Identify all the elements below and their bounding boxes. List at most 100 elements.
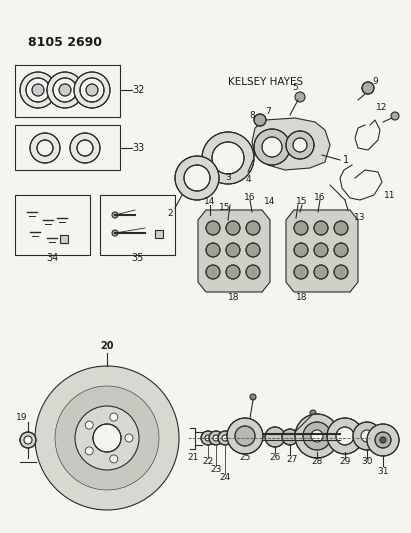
Circle shape xyxy=(314,265,328,279)
Text: 18: 18 xyxy=(296,294,308,303)
Circle shape xyxy=(70,133,100,163)
Circle shape xyxy=(110,455,118,463)
Text: 11: 11 xyxy=(384,190,396,199)
Text: 18: 18 xyxy=(228,294,240,303)
Circle shape xyxy=(295,92,305,102)
Circle shape xyxy=(35,366,179,510)
Circle shape xyxy=(30,133,60,163)
Text: 32: 32 xyxy=(132,85,144,95)
Circle shape xyxy=(205,435,211,441)
Circle shape xyxy=(55,386,159,490)
Text: 7: 7 xyxy=(265,108,271,117)
Text: 19: 19 xyxy=(16,414,28,423)
Circle shape xyxy=(367,424,399,456)
Bar xyxy=(15,195,90,255)
Circle shape xyxy=(334,265,348,279)
Circle shape xyxy=(47,72,83,108)
Circle shape xyxy=(235,426,255,446)
Text: 8105 2690: 8105 2690 xyxy=(28,36,102,49)
Circle shape xyxy=(184,165,210,191)
Circle shape xyxy=(334,243,348,257)
Text: 25: 25 xyxy=(239,454,251,463)
Circle shape xyxy=(206,243,220,257)
Text: 1: 1 xyxy=(343,155,349,165)
Text: 31: 31 xyxy=(377,467,389,477)
Circle shape xyxy=(59,84,71,96)
Text: KELSEY HAYES: KELSEY HAYES xyxy=(228,77,303,87)
Polygon shape xyxy=(198,210,270,292)
Circle shape xyxy=(85,421,93,429)
Circle shape xyxy=(334,221,348,235)
Circle shape xyxy=(293,138,307,152)
Circle shape xyxy=(226,221,240,235)
Circle shape xyxy=(212,142,244,174)
Circle shape xyxy=(262,137,282,157)
Circle shape xyxy=(353,422,381,450)
Bar xyxy=(15,125,120,170)
Circle shape xyxy=(361,430,373,442)
Circle shape xyxy=(286,131,314,159)
Circle shape xyxy=(93,424,121,452)
Circle shape xyxy=(20,432,36,448)
Circle shape xyxy=(37,140,53,156)
Text: 16: 16 xyxy=(314,192,326,201)
Text: 22: 22 xyxy=(202,457,214,466)
Text: 35: 35 xyxy=(131,253,143,263)
Circle shape xyxy=(112,212,118,218)
Polygon shape xyxy=(286,210,358,292)
Circle shape xyxy=(282,429,298,445)
Circle shape xyxy=(86,84,98,96)
Text: 24: 24 xyxy=(219,473,231,482)
Bar xyxy=(15,65,120,117)
Circle shape xyxy=(294,221,308,235)
Text: 15: 15 xyxy=(296,198,308,206)
Circle shape xyxy=(213,435,219,441)
Circle shape xyxy=(227,418,263,454)
Text: 14: 14 xyxy=(204,198,216,206)
Circle shape xyxy=(77,140,93,156)
Circle shape xyxy=(311,430,323,442)
Circle shape xyxy=(254,114,266,126)
Text: 23: 23 xyxy=(210,465,222,474)
Circle shape xyxy=(265,427,285,447)
Circle shape xyxy=(32,84,44,96)
Circle shape xyxy=(202,132,254,184)
Circle shape xyxy=(314,243,328,257)
Circle shape xyxy=(250,394,256,400)
Circle shape xyxy=(20,72,56,108)
Bar xyxy=(155,230,163,238)
Circle shape xyxy=(75,406,139,470)
Circle shape xyxy=(327,418,363,454)
Text: 33: 33 xyxy=(132,143,144,153)
Circle shape xyxy=(175,156,219,200)
Circle shape xyxy=(246,221,260,235)
Circle shape xyxy=(380,437,386,443)
Circle shape xyxy=(246,265,260,279)
Circle shape xyxy=(314,221,328,235)
Circle shape xyxy=(226,243,240,257)
Text: 2: 2 xyxy=(167,209,173,219)
Circle shape xyxy=(125,434,133,442)
Text: 9: 9 xyxy=(372,77,378,86)
Circle shape xyxy=(53,78,77,102)
Circle shape xyxy=(80,78,104,102)
Text: 15: 15 xyxy=(219,204,231,213)
Text: 20: 20 xyxy=(100,341,114,351)
Text: 16: 16 xyxy=(244,192,256,201)
Circle shape xyxy=(206,265,220,279)
Circle shape xyxy=(294,265,308,279)
Text: 26: 26 xyxy=(269,454,281,463)
Text: 4: 4 xyxy=(245,175,251,184)
Circle shape xyxy=(112,230,118,236)
Circle shape xyxy=(74,72,110,108)
Bar xyxy=(60,235,68,243)
Circle shape xyxy=(254,129,290,165)
Circle shape xyxy=(226,265,240,279)
Circle shape xyxy=(24,436,32,444)
Text: 12: 12 xyxy=(376,103,388,112)
Circle shape xyxy=(391,112,399,120)
Circle shape xyxy=(218,431,232,445)
Circle shape xyxy=(209,431,223,445)
Polygon shape xyxy=(252,118,330,170)
Circle shape xyxy=(110,413,118,421)
